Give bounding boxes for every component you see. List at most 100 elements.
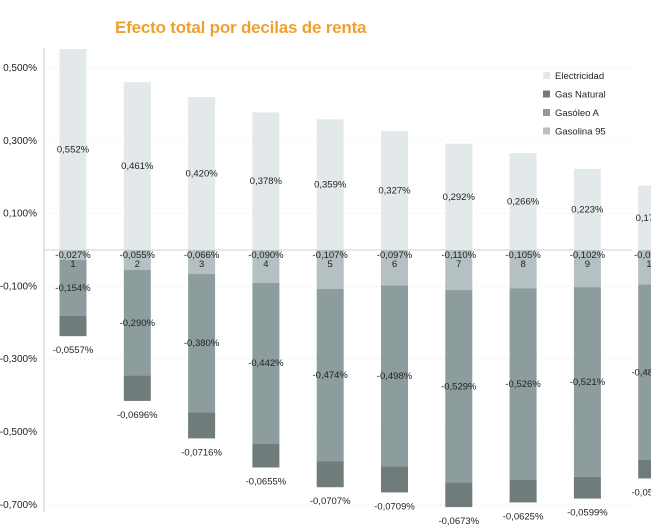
bar-gas-natural <box>573 476 601 499</box>
category-label: 9 <box>585 259 590 270</box>
data-label-gasoleo-a: -0,498% <box>377 371 413 382</box>
bar-gas-leo-a <box>252 282 280 444</box>
legend-label: Electricidad <box>555 71 604 82</box>
bar-electricidad <box>59 49 87 251</box>
bar-gas-natural <box>381 466 408 493</box>
bar-electricidad <box>381 130 408 250</box>
category-label: 2 <box>135 259 140 270</box>
data-label-gasoleo-a: -0,380% <box>184 338 220 349</box>
data-label-electricidad: 0,177% <box>636 213 651 224</box>
bar-electricidad <box>123 82 151 250</box>
bar-electricidad <box>252 112 280 251</box>
y-tick-label: -0,300% <box>0 354 37 365</box>
bar-gasolina-95 <box>123 250 151 271</box>
bar-gas-natural <box>316 461 344 488</box>
category-label: 8 <box>520 259 525 270</box>
data-label-gasoleo-a: -0,529% <box>441 381 477 392</box>
bar-gas-natural <box>252 443 280 468</box>
data-label-gasoleo-a: -0,526% <box>505 379 541 390</box>
bar-gasolina-95 <box>638 250 651 285</box>
bar-gasolina-95 <box>573 250 601 288</box>
data-label-gasolina-95: -0,066% <box>184 250 220 261</box>
legend-swatch <box>543 127 550 135</box>
data-label-gasolina-95: -0,095% <box>634 250 651 261</box>
data-label-gasoleo-a: -0,442% <box>248 358 284 369</box>
data-label-gasoleo-a: -0,521% <box>570 377 606 388</box>
bar-gasolina-95 <box>509 250 537 289</box>
data-label-electricidad: 0,292% <box>443 192 476 203</box>
bar-gasolina-95 <box>316 250 344 289</box>
bar-gas-leo-a <box>123 270 151 376</box>
legend-swatch <box>543 90 550 98</box>
bar-gas-leo-a <box>638 284 651 460</box>
category-label: 4 <box>263 259 268 270</box>
bar-electricidad <box>638 185 651 250</box>
data-label-electricidad: 0,266% <box>507 197 540 208</box>
data-label-gas-natural: -0,0509% <box>631 487 651 498</box>
data-label-gasolina-95: -0,110% <box>441 250 476 261</box>
legend-label: Gasóleo A <box>555 108 599 119</box>
category-label: 5 <box>328 259 333 270</box>
data-label-gasoleo-a: -0,154% <box>55 283 91 294</box>
y-tick-label: 0,500% <box>3 63 37 74</box>
legend-swatch <box>543 109 550 116</box>
data-label-gas-natural: -0,0655% <box>246 476 287 487</box>
y-tick-label: -0,700% <box>0 500 37 511</box>
bar-gas-natural <box>445 482 473 508</box>
data-label-gas-natural: -0,0707% <box>310 496 351 507</box>
bar-gasolina-95 <box>381 250 408 286</box>
data-label-electricidad: 0,359% <box>314 180 347 191</box>
data-label-gas-natural: -0,0673% <box>438 516 479 527</box>
data-label-gas-natural: -0,0625% <box>503 511 544 522</box>
data-label-gas-natural: -0,0599% <box>567 508 608 519</box>
data-label-gasolina-95: -0,107% <box>313 250 349 261</box>
bar-gasolina-95 <box>252 250 280 283</box>
category-label: 3 <box>199 259 204 270</box>
bar-gas-natural <box>123 375 151 401</box>
data-label-electricidad: 0,378% <box>250 176 283 187</box>
bar-gasolina-95 <box>59 250 87 260</box>
bar-gas-leo-a <box>59 259 87 316</box>
bar-gas-natural <box>188 412 216 439</box>
category-label: 10 <box>646 259 651 270</box>
data-label-gasolina-95: -0,055% <box>120 250 156 261</box>
bar-electricidad <box>573 168 601 250</box>
y-tick-label: 0,100% <box>3 209 37 220</box>
bar-gas-leo-a <box>188 274 216 413</box>
data-label-gasoleo-a: -0,290% <box>120 318 156 329</box>
data-label-electricidad: 0,420% <box>185 169 218 180</box>
bar-gas-leo-a <box>445 290 473 483</box>
data-label-gasoleo-a: -0,4818% <box>631 367 651 378</box>
data-label-gasoleo-a: -0,474% <box>313 370 349 381</box>
category-label: 1 <box>70 259 75 270</box>
data-label-gasolina-95: -0,090% <box>248 250 284 261</box>
data-label-electricidad: 0,327% <box>378 185 411 196</box>
data-label-gas-natural: -0,0716% <box>181 447 222 458</box>
bar-electricidad <box>445 143 473 250</box>
bar-gasolina-95 <box>445 250 473 291</box>
chart-title: Efecto total por decilas de renta <box>115 18 367 37</box>
bar-gas-leo-a <box>381 285 408 467</box>
category-label: 6 <box>392 259 397 270</box>
data-label-electricidad: 0,223% <box>571 204 604 215</box>
y-tick-label: -0,500% <box>0 427 37 438</box>
bar-electricidad <box>316 119 344 250</box>
data-label-gasolina-95: -0,105% <box>505 250 541 261</box>
bar-gas-natural <box>59 315 87 337</box>
bar-gas-leo-a <box>316 288 344 462</box>
bar-gas-natural <box>638 459 651 479</box>
bar-gas-natural <box>509 479 537 503</box>
y-tick-label: -0,100% <box>0 281 37 292</box>
legend-label: Gasolina 95 <box>555 127 606 138</box>
bar-gas-leo-a <box>509 288 537 480</box>
data-label-gas-natural: -0,0696% <box>117 410 158 421</box>
legend-swatch <box>543 72 550 79</box>
data-label-gas-natural: -0,0709% <box>374 501 415 512</box>
data-label-gasolina-95: -0,027% <box>55 250 91 261</box>
legend-label: Gas Natural <box>555 90 606 101</box>
bar-electricidad <box>509 153 537 250</box>
category-label: 7 <box>456 259 461 270</box>
data-label-electricidad: 0,552% <box>57 145 90 156</box>
data-label-gasolina-95: -0,097% <box>377 250 413 261</box>
